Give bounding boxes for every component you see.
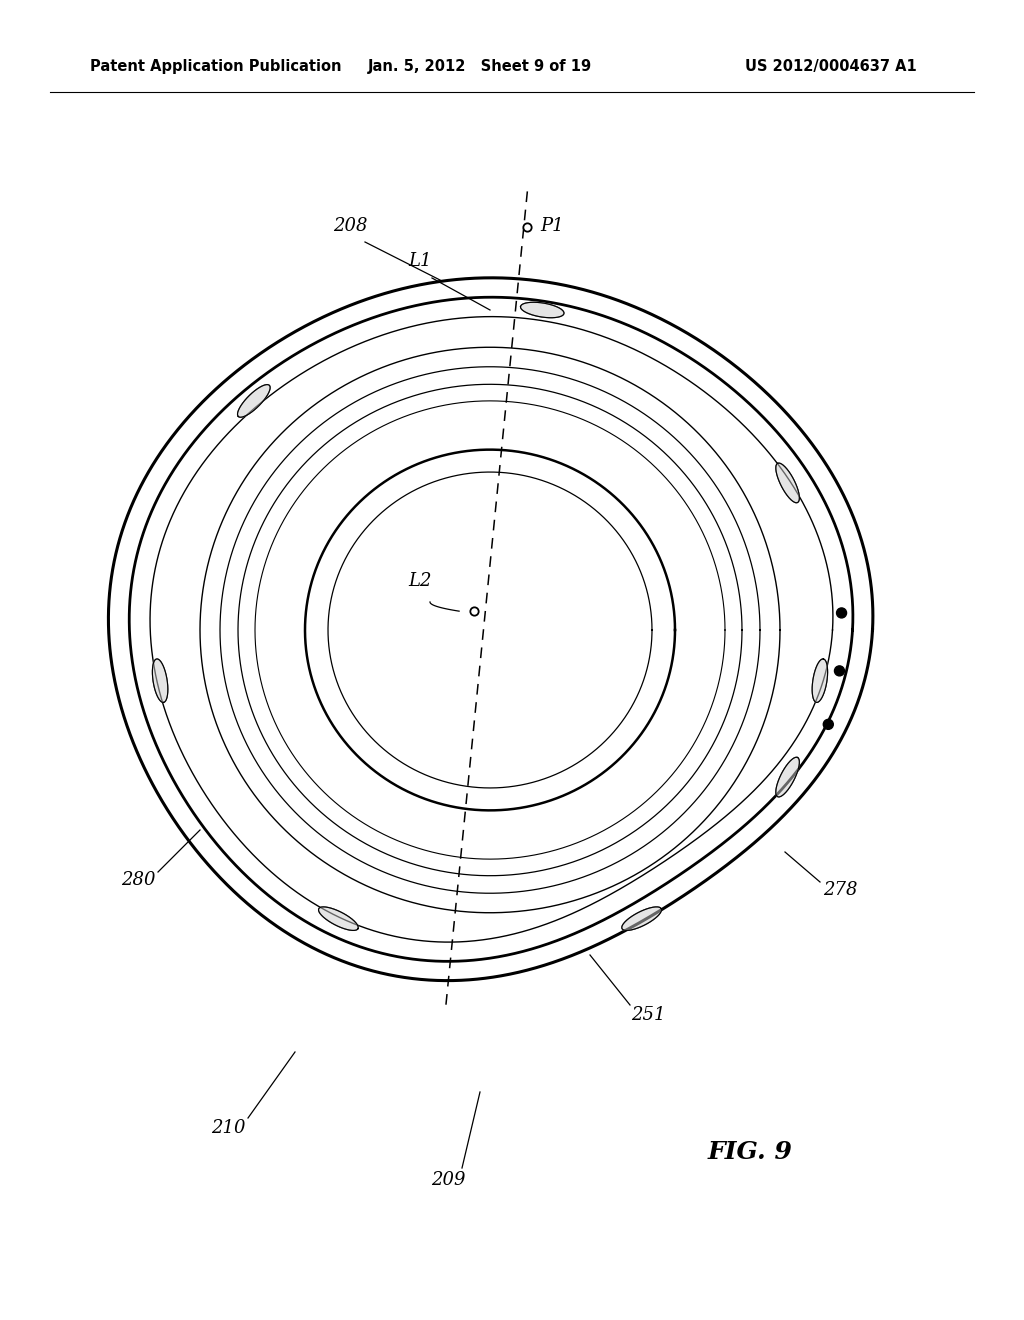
Text: Jan. 5, 2012   Sheet 9 of 19: Jan. 5, 2012 Sheet 9 of 19	[368, 59, 592, 74]
Polygon shape	[622, 907, 662, 931]
Text: 209: 209	[431, 1171, 465, 1189]
Text: P1: P1	[541, 216, 564, 235]
Polygon shape	[776, 463, 800, 503]
Text: Patent Application Publication: Patent Application Publication	[90, 59, 341, 74]
Text: 278: 278	[822, 880, 857, 899]
Text: 208: 208	[333, 216, 368, 235]
Text: L1: L1	[409, 252, 432, 271]
Text: 251: 251	[631, 1006, 666, 1024]
Polygon shape	[318, 907, 358, 931]
Polygon shape	[812, 659, 827, 702]
Text: L2: L2	[409, 572, 432, 590]
Polygon shape	[153, 659, 168, 702]
Polygon shape	[238, 384, 270, 417]
Text: US 2012/0004637 A1: US 2012/0004637 A1	[745, 59, 916, 74]
Circle shape	[837, 609, 847, 618]
Circle shape	[823, 719, 834, 730]
Text: 210: 210	[211, 1119, 246, 1137]
Text: FIG. 9: FIG. 9	[708, 1140, 793, 1164]
Circle shape	[835, 665, 845, 676]
Polygon shape	[520, 302, 564, 318]
Text: 280: 280	[121, 871, 156, 888]
Polygon shape	[776, 758, 800, 797]
